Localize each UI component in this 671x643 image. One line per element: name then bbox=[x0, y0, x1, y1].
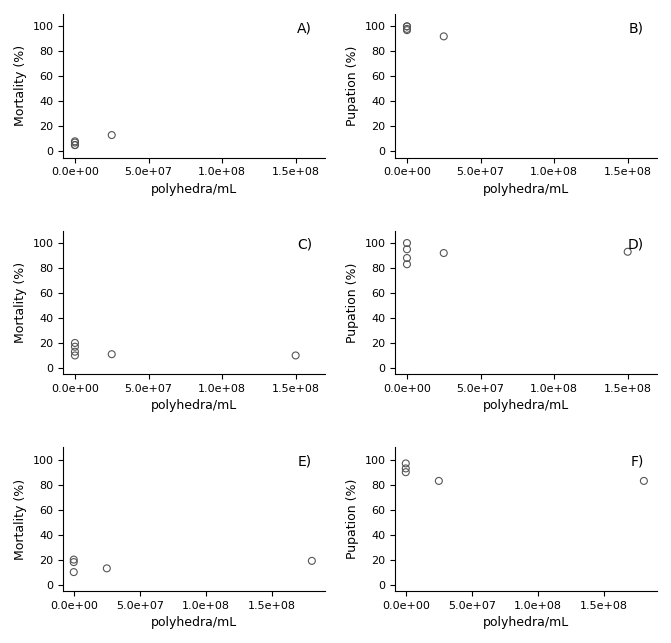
Point bbox=[70, 140, 81, 150]
Point bbox=[402, 24, 413, 34]
Point bbox=[101, 563, 112, 574]
Text: D): D) bbox=[628, 238, 644, 251]
Y-axis label: Mortality (%): Mortality (%) bbox=[14, 478, 27, 559]
Point bbox=[401, 458, 411, 469]
Text: C): C) bbox=[297, 238, 312, 251]
Point bbox=[70, 140, 81, 150]
Point bbox=[70, 136, 81, 147]
Text: B): B) bbox=[629, 21, 644, 35]
X-axis label: polyhedra/mL: polyhedra/mL bbox=[151, 183, 238, 196]
Y-axis label: Mortality (%): Mortality (%) bbox=[14, 45, 27, 126]
Point bbox=[639, 476, 650, 486]
Point bbox=[402, 21, 413, 32]
Text: A): A) bbox=[297, 21, 312, 35]
Point bbox=[401, 467, 411, 477]
Point bbox=[402, 259, 413, 269]
Point bbox=[622, 247, 633, 257]
Point bbox=[402, 25, 413, 35]
X-axis label: polyhedra/mL: polyhedra/mL bbox=[483, 616, 569, 629]
Point bbox=[291, 350, 301, 361]
Point bbox=[107, 130, 117, 140]
Point bbox=[70, 341, 81, 352]
Point bbox=[438, 248, 449, 258]
Point bbox=[402, 244, 413, 255]
Point bbox=[68, 554, 79, 565]
X-axis label: polyhedra/mL: polyhedra/mL bbox=[151, 399, 238, 412]
X-axis label: polyhedra/mL: polyhedra/mL bbox=[483, 399, 569, 412]
Point bbox=[401, 463, 411, 473]
Point bbox=[438, 32, 449, 42]
Point bbox=[70, 138, 81, 148]
Y-axis label: Pupation (%): Pupation (%) bbox=[346, 262, 359, 343]
Point bbox=[433, 476, 444, 486]
Point bbox=[402, 253, 413, 263]
Text: E): E) bbox=[298, 455, 312, 468]
Point bbox=[70, 347, 81, 357]
X-axis label: polyhedra/mL: polyhedra/mL bbox=[483, 183, 569, 196]
Point bbox=[70, 338, 81, 348]
Y-axis label: Mortality (%): Mortality (%) bbox=[14, 262, 27, 343]
Y-axis label: Pupation (%): Pupation (%) bbox=[346, 46, 359, 126]
X-axis label: polyhedra/mL: polyhedra/mL bbox=[151, 616, 238, 629]
Point bbox=[307, 556, 317, 566]
Text: F): F) bbox=[631, 455, 644, 468]
Point bbox=[68, 557, 79, 567]
Y-axis label: Pupation (%): Pupation (%) bbox=[346, 479, 359, 559]
Point bbox=[402, 238, 413, 248]
Point bbox=[402, 21, 413, 32]
Point bbox=[70, 350, 81, 361]
Point bbox=[68, 567, 79, 577]
Point bbox=[107, 349, 117, 359]
